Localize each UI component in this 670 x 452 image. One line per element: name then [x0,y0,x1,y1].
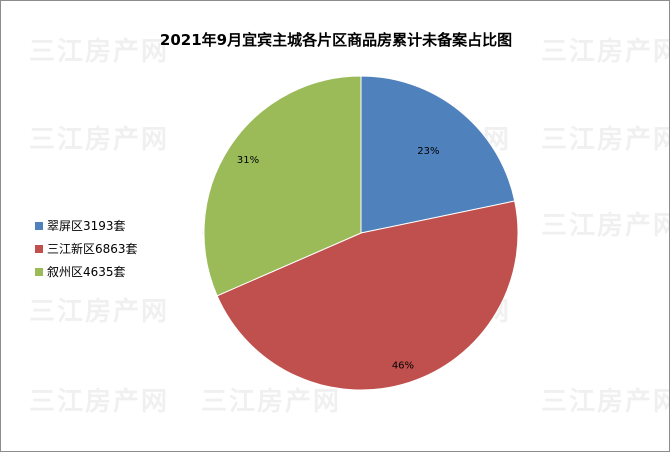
legend: 翠屏区3193套 三江新区6863套 叙州区4635套 [35,214,138,283]
legend-item: 三江新区6863套 [35,237,138,260]
pie-slice [216,200,519,391]
pie-slice [203,75,362,297]
watermark-text: 三江房产网 [29,387,170,417]
slice-percent-label: 31% [237,155,259,166]
watermark-text: 三江房产网 [29,37,170,67]
slice-percent-label: 23% [417,146,439,157]
legend-swatch [35,244,43,253]
watermark-text: 三江房产网 [541,37,670,67]
legend-swatch [35,267,43,276]
watermark-text: 三江房产网 [541,387,670,417]
legend-swatch [35,221,43,230]
watermark-text: 三江房产网 [541,211,670,241]
watermark-text: 三江房产网 [29,297,170,327]
watermark-text: 三江房产网 [29,125,170,155]
chart-title: 2021年9月宜宾主城各片区商品房累计未备案占比图 [159,31,513,49]
slice-percent-label: 46% [392,361,414,372]
legend-item: 翠屏区3193套 [35,214,138,237]
legend-item: 叙州区4635套 [35,260,138,283]
watermark-text: 三江房产网 [201,387,342,417]
legend-label: 三江新区6863套 [47,242,138,256]
pie-slice [360,75,516,234]
legend-label: 翠屏区3193套 [47,219,126,233]
legend-label: 叙州区4635套 [47,265,126,279]
watermark-text: 三江房产网 [541,125,670,155]
